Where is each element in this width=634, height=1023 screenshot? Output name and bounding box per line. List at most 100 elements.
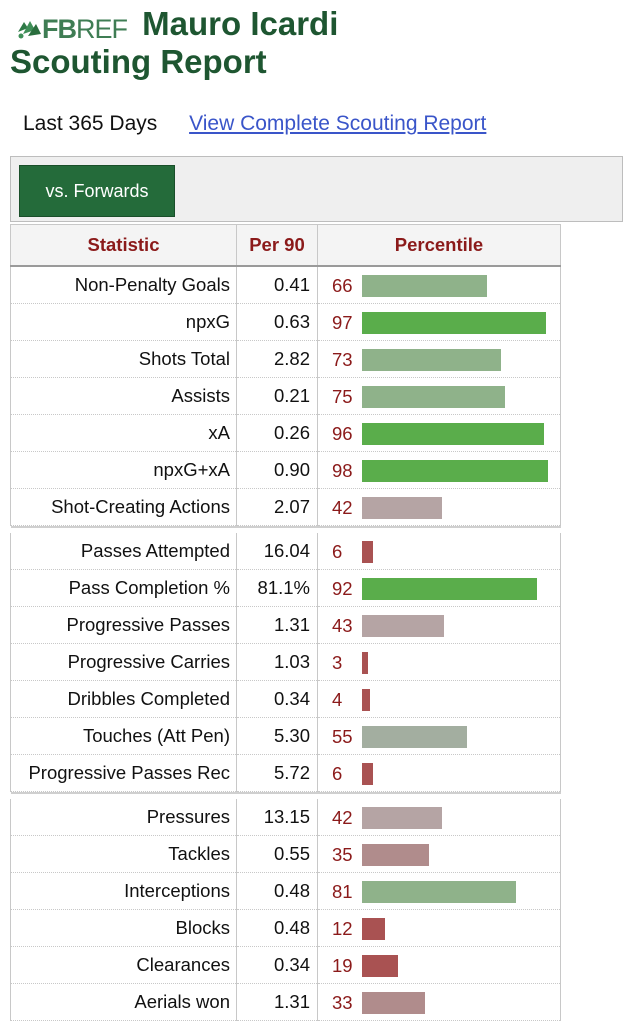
per90-value: 0.21 xyxy=(236,377,318,415)
per90-value: 0.34 xyxy=(236,946,318,984)
stat-name: Pass Completion % xyxy=(10,569,237,607)
table-row: Pressures 13.15 42 xyxy=(10,799,561,836)
stat-name: Blocks xyxy=(10,909,237,947)
table-row: Dribbles Completed 0.34 4 xyxy=(10,680,561,718)
stat-name: Shot-Creating Actions xyxy=(10,488,237,526)
percentile-cell: 98 xyxy=(317,451,561,489)
stat-name: npxG+xA xyxy=(10,451,237,489)
percentile-cell: 92 xyxy=(317,569,561,607)
header-percentile[interactable]: Percentile xyxy=(317,224,561,267)
separator-cell xyxy=(10,525,561,528)
complete-report-link[interactable]: View Complete Scouting Report xyxy=(189,112,487,135)
percentile-value: 81 xyxy=(332,881,353,902)
table-row: Pass Completion % 81.1% 92 xyxy=(10,569,561,607)
stat-name: Aerials won xyxy=(10,983,237,1021)
table-row: Clearances 0.34 19 xyxy=(10,946,561,984)
percentile-value: 97 xyxy=(332,312,353,333)
per90-value: 81.1% xyxy=(236,569,318,607)
stat-name: Assists xyxy=(10,377,237,415)
per90-value: 0.26 xyxy=(236,414,318,452)
percentile-value: 12 xyxy=(332,918,353,939)
table-row: Passes Attempted 16.04 6 xyxy=(10,533,561,570)
per90-value: 0.90 xyxy=(236,451,318,489)
stat-name: npxG xyxy=(10,303,237,341)
percentile-cell: 43 xyxy=(317,606,561,644)
fbref-logo[interactable]: FBREF xyxy=(16,14,128,44)
table-row: Tackles 0.55 35 xyxy=(10,835,561,873)
percentile-bar xyxy=(362,763,374,785)
separator-cell xyxy=(10,791,561,794)
percentile-bar xyxy=(362,541,374,563)
table-row: npxG 0.63 97 xyxy=(10,303,561,341)
fbref-logo-icon xyxy=(18,21,41,39)
per90-value: 1.31 xyxy=(236,606,318,644)
spacer-cell xyxy=(10,528,561,533)
percentile-cell: 42 xyxy=(317,488,561,526)
stat-name: Shots Total xyxy=(10,340,237,378)
per90-value: 0.55 xyxy=(236,835,318,873)
percentile-value: 42 xyxy=(332,807,353,828)
percentile-value: 35 xyxy=(332,844,353,865)
percentile-cell: 19 xyxy=(317,946,561,984)
percentile-cell: 6 xyxy=(317,754,561,792)
stat-name: Dribbles Completed xyxy=(10,680,237,718)
percentile-bar xyxy=(362,955,399,977)
percentile-value: 19 xyxy=(332,955,353,976)
percentile-cell: 81 xyxy=(317,872,561,910)
stat-name: Tackles xyxy=(10,835,237,873)
group-separator xyxy=(10,525,561,528)
percentile-value: 6 xyxy=(332,763,343,784)
table-row: npxG+xA 0.90 98 xyxy=(10,451,561,489)
percentile-bar xyxy=(362,423,545,445)
percentile-cell: 12 xyxy=(317,909,561,947)
percentile-cell: 35 xyxy=(317,835,561,873)
stat-name: Interceptions xyxy=(10,872,237,910)
percentile-bar xyxy=(362,460,549,482)
table-row: Shots Total 2.82 73 xyxy=(10,340,561,378)
percentile-bar xyxy=(362,807,442,829)
stat-name: Clearances xyxy=(10,946,237,984)
per90-value: 2.82 xyxy=(236,340,318,378)
player-name: Mauro Icardi xyxy=(142,5,339,42)
logo-light-text: REF xyxy=(76,14,128,44)
percentile-cell: 73 xyxy=(317,340,561,378)
percentile-cell: 96 xyxy=(317,414,561,452)
percentile-value: 55 xyxy=(332,726,353,747)
table-header-row: Statistic Per 90 Percentile xyxy=(10,224,561,267)
table-row: Progressive Passes 1.31 43 xyxy=(10,606,561,644)
position-tabs: vs. Forwards xyxy=(10,156,623,222)
percentile-bar xyxy=(362,386,505,408)
table-row: Blocks 0.48 12 xyxy=(10,909,561,947)
per90-value: 16.04 xyxy=(236,533,318,570)
per90-value: 0.48 xyxy=(236,909,318,947)
percentile-value: 42 xyxy=(332,497,353,518)
per90-value: 13.15 xyxy=(236,799,318,836)
header-statistic[interactable]: Statistic xyxy=(10,224,237,267)
per90-value: 0.63 xyxy=(236,303,318,341)
percentile-bar xyxy=(362,312,547,334)
percentile-cell: 4 xyxy=(317,680,561,718)
spacer-cell xyxy=(10,794,561,799)
per90-value: 2.07 xyxy=(236,488,318,526)
stat-name: Touches (Att Pen) xyxy=(10,717,237,755)
percentile-cell: 3 xyxy=(317,643,561,681)
table-row: Aerials won 1.31 33 xyxy=(10,983,561,1021)
table-body: Non-Penalty Goals 0.41 66 npxG 0.63 97 Shots T… xyxy=(10,266,561,1021)
stat-name: Passes Attempted xyxy=(10,533,237,570)
report-title: Scouting Report xyxy=(10,43,267,81)
stat-name: Progressive Passes Rec xyxy=(10,754,237,792)
percentile-bar xyxy=(362,615,444,637)
per90-value: 5.72 xyxy=(236,754,318,792)
percentile-value: 73 xyxy=(332,349,353,370)
percentile-bar xyxy=(362,844,429,866)
stat-name: Progressive Passes xyxy=(10,606,237,644)
tab-vs-forwards[interactable]: vs. Forwards xyxy=(19,165,175,217)
header-per90[interactable]: Per 90 xyxy=(236,224,318,267)
percentile-value: 66 xyxy=(332,275,353,296)
percentile-value: 75 xyxy=(332,386,353,407)
period-label: Last 365 Days xyxy=(23,112,158,135)
percentile-cell: 97 xyxy=(317,303,561,341)
percentile-bar xyxy=(362,497,442,519)
percentile-cell: 33 xyxy=(317,983,561,1021)
percentile-value: 4 xyxy=(332,689,343,710)
